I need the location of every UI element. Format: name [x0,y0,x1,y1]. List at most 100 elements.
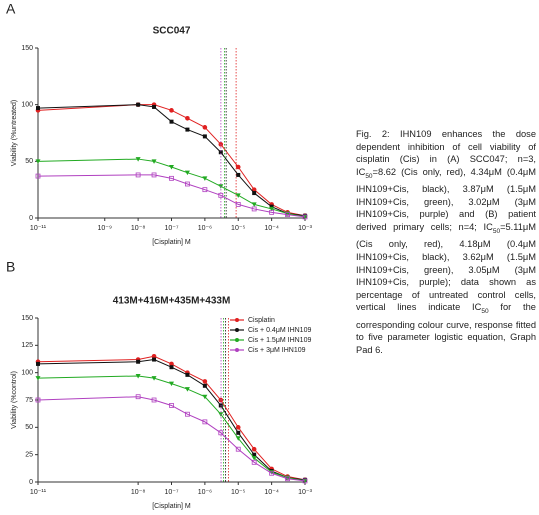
point [302,478,308,484]
point [151,159,157,164]
point [185,372,190,377]
point [251,202,257,207]
x-tick-label: 10⁻¹¹ [30,489,47,496]
caption-text: =8.62 (Cis only, red), 4.34μM (0.4μM IHN… [356,166,536,233]
point [35,159,41,164]
point [202,379,208,384]
point [152,357,157,362]
point [169,381,174,387]
trend-line [37,396,306,482]
point [136,359,141,364]
point [269,470,275,476]
point [169,119,174,124]
x-tick-label: 10⁻⁶ [198,225,212,232]
trend-line [37,355,306,481]
panel-label: B [6,259,15,275]
trend-line [37,375,306,482]
y-tick-label: 150 [21,315,33,322]
point [235,193,241,198]
x-tick-label: 10⁻⁸ [131,489,145,496]
point [251,187,257,192]
point [169,165,174,170]
legend-label: Cisplatin [248,317,275,324]
point [152,104,157,109]
point [184,387,190,392]
caption-text: for the corresponding colour curve, resp… [356,302,536,356]
x-tick-label: 10⁻⁸ [131,225,145,232]
y-tick-label: 0 [29,215,33,222]
point [135,172,141,178]
x-axis-label: [Cisplatin] M [152,503,191,510]
point [235,446,241,452]
chart-title: SCC047 [153,26,191,37]
trend-line [37,359,306,481]
point [235,425,241,430]
point [202,419,208,425]
point [151,172,157,178]
trend-line [37,104,306,217]
point [169,403,174,408]
point [302,214,308,220]
point [235,436,241,441]
point [302,214,308,220]
legend-marker [235,338,239,342]
point [35,173,41,179]
point [169,108,174,113]
point [151,376,157,381]
point [135,394,141,400]
point [202,176,208,181]
point [252,191,257,196]
legend-marker [235,348,239,352]
point [185,411,190,417]
point [302,478,308,484]
x-tick-label: 10⁻⁴ [264,489,279,496]
caption: Fig. 2: IHN109 enhances the dose depende… [356,128,536,357]
point [36,106,40,111]
x-tick-label: 10⁻³ [298,225,312,232]
y-axis-label: Viability (%untreated) [11,100,18,166]
point [202,187,208,193]
x-tick-label: 10⁻⁷ [164,489,178,496]
y-tick-label: 125 [21,342,33,349]
y-tick-label: 100 [21,102,33,109]
point [269,209,275,215]
point [202,394,208,400]
point [35,376,41,381]
point [151,397,157,403]
point [185,115,190,121]
subscript: 50 [365,172,373,180]
x-tick-label: 10⁻⁹ [98,225,112,232]
x-tick-label: 10⁻⁷ [164,225,178,232]
point [235,164,241,170]
figure: A SCC047 0 50 100 150 10⁻¹¹ 10⁻⁹ 10⁻⁸ 10⁻⁷ 10⁻⁶ 10⁻… [6,1,313,510]
point [35,397,41,403]
point [251,206,257,212]
point [36,361,40,366]
chart-title: 413M+416M+435M+433M [113,296,231,307]
point [169,365,174,370]
x-tick-label: 10⁻⁴ [264,225,279,232]
point [202,383,207,388]
x-tick-label: 10⁻⁶ [198,489,212,496]
point [218,430,224,436]
point [202,125,208,130]
point [136,102,141,107]
legend-marker [235,328,239,332]
point [169,175,174,181]
point [185,127,190,132]
point [269,206,275,212]
caption-text: =5.11μM (Cis only, red), 4.18μM (0.4μM I… [356,222,536,313]
y-axis-label: Viability (%control) [11,371,18,429]
legend-label: Cis + 0.4μM IHN109 [248,327,311,334]
subscript: 50 [492,227,501,235]
y-tick-label: 75 [25,397,33,404]
point [236,430,241,435]
x-tick-label: 10⁻¹¹ [30,225,47,232]
point [236,172,241,177]
point [235,201,241,207]
legend-marker [235,318,239,322]
subscript: 50 [481,308,489,316]
point [285,476,290,482]
point [135,157,141,162]
